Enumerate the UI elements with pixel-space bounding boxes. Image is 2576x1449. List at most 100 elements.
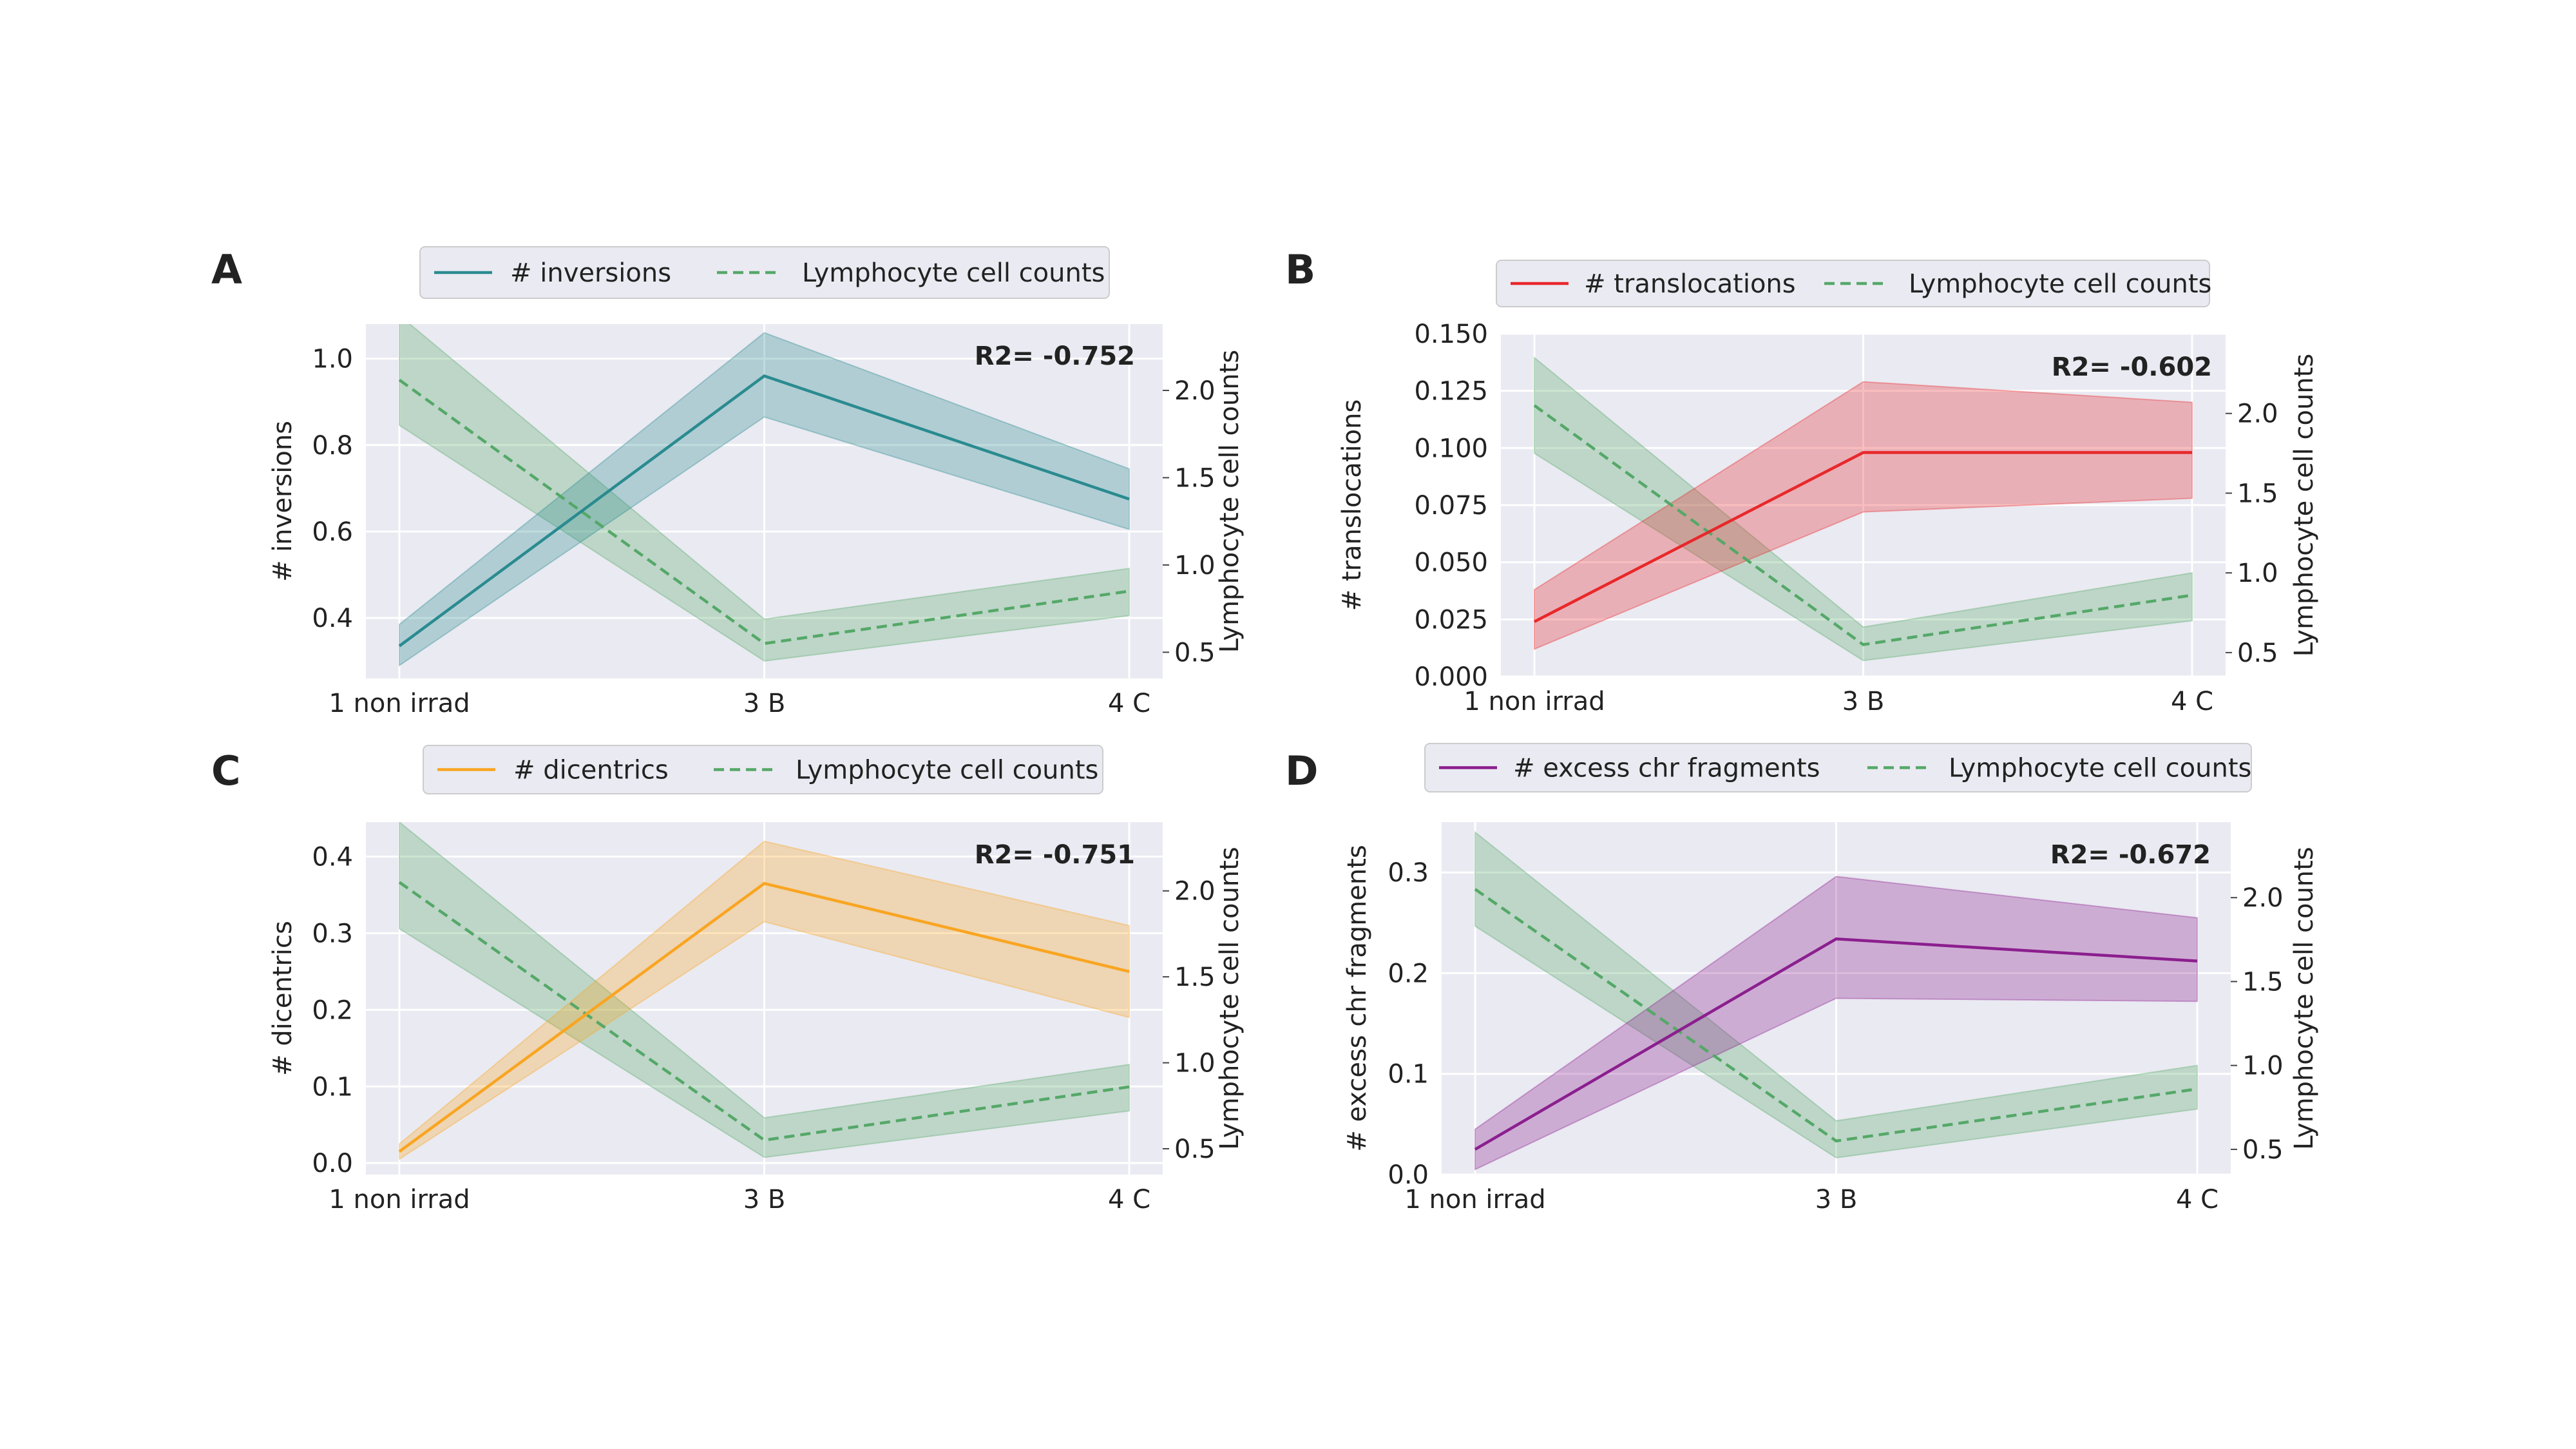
y-tick-label: 0.8 bbox=[312, 431, 353, 461]
x-tick-label: 1 non irrad bbox=[329, 1185, 470, 1214]
panel-b: 1 non irrad 3 B 4 C 0.000 0.025 0.050 0.075 0.1… bbox=[1285, 246, 2319, 716]
main-series-line bbox=[1533, 451, 2192, 623]
x-tick-label: 3 B bbox=[743, 1185, 786, 1214]
series-layer bbox=[398, 324, 1130, 667]
y-tick-label: 0.2 bbox=[1388, 959, 1429, 988]
x-tick-label: 1 non irrad bbox=[1404, 1185, 1545, 1214]
main-series-line bbox=[398, 881, 1130, 1153]
main-series-line bbox=[398, 374, 1130, 648]
r2-annotation: R2= -0.752 bbox=[975, 341, 1135, 371]
x-tick-label: 3 B bbox=[1842, 687, 1885, 716]
panel-a: 1 non irrad 3 B 4 C 0.4 0.6 0.8 1.0 0.5 1.0 1.5 2.… bbox=[211, 246, 1245, 718]
y2-tick-label: 0.5 bbox=[1174, 1135, 1216, 1164]
y2-tick-label: 2.0 bbox=[1174, 877, 1216, 907]
x-tick-label: 4 C bbox=[2171, 687, 2213, 716]
y2-tick-label: 1.0 bbox=[2242, 1051, 2284, 1081]
panel-d: 1 non irrad 3 B 4 C 0.0 0.1 0.2 0.3 0.5 1.0 1.5 2.… bbox=[1285, 743, 2319, 1214]
panel-label: B bbox=[1285, 246, 1315, 293]
panel-label: A bbox=[211, 246, 242, 293]
x-tick-label: 3 B bbox=[743, 689, 786, 718]
x-tick-label: 4 C bbox=[2176, 1185, 2218, 1214]
y2-tick-label: 1.5 bbox=[2242, 967, 2284, 997]
series-layer bbox=[1533, 356, 2193, 662]
y2-tick-label: 2.0 bbox=[1174, 376, 1216, 406]
main-ci-band bbox=[399, 332, 1130, 667]
y-tick-label: 1.0 bbox=[312, 345, 353, 374]
y2-tick-label: 1.0 bbox=[1174, 551, 1216, 581]
y-tick-label: 0.3 bbox=[1388, 858, 1429, 888]
y-axis-label: # dicentrics bbox=[268, 921, 298, 1076]
panel-label: D bbox=[1285, 747, 1318, 794]
lymphocyte-series-line bbox=[398, 378, 1130, 646]
series-layer bbox=[1474, 830, 2198, 1171]
y-tick-label: 0.3 bbox=[312, 919, 353, 948]
legend-label-lymphocyte: Lymphocyte cell counts bbox=[1949, 754, 2251, 783]
x-tick-label: 4 C bbox=[1108, 1185, 1150, 1214]
main-ci-band bbox=[399, 840, 1130, 1161]
lymphocyte-ci-band bbox=[1534, 356, 2193, 662]
y2-tick-label: 1.5 bbox=[2237, 479, 2278, 508]
y-tick-label: 0.150 bbox=[1414, 320, 1488, 349]
main-ci-band bbox=[1534, 381, 2193, 650]
y2-tick-label: 1.0 bbox=[2237, 559, 2278, 588]
x-tick-label: 1 non irrad bbox=[329, 689, 470, 718]
y-tick-label: 0.4 bbox=[312, 843, 353, 872]
y2-tick-label: 0.5 bbox=[2237, 638, 2278, 668]
y-axis-label: # excess chr fragments bbox=[1342, 845, 1372, 1151]
y2-tick-label: 0.5 bbox=[1174, 638, 1216, 667]
y-tick-label: 0.025 bbox=[1414, 605, 1488, 635]
y2-tick-label: 0.5 bbox=[2242, 1135, 2284, 1165]
y2-tick-label: 2.0 bbox=[2242, 883, 2284, 913]
x-tick-label: 3 B bbox=[1815, 1185, 1858, 1214]
main-series-line bbox=[1474, 937, 2198, 1151]
legend-label-lymphocyte: Lymphocyte cell counts bbox=[802, 258, 1105, 288]
lymphocyte-series-line bbox=[398, 881, 1130, 1142]
y-tick-label: 0.1 bbox=[312, 1072, 353, 1102]
lymphocyte-ci-band bbox=[399, 324, 1130, 662]
y2-axis-label: Lymphocyte cell counts bbox=[2289, 847, 2319, 1149]
y-tick-label: 0.050 bbox=[1414, 548, 1488, 578]
panels-root: 1 non irrad 3 B 4 C 0.4 0.6 0.8 1.0 0.5 1.0 1.5 2.… bbox=[211, 246, 2319, 1214]
y2-tick-label: 1.0 bbox=[1174, 1049, 1216, 1079]
y2-axis-label: Lymphocyte cell counts bbox=[1215, 350, 1245, 653]
legend-label-main: # dicentrics bbox=[513, 756, 669, 785]
r2-annotation: R2= -0.672 bbox=[2050, 840, 2211, 870]
y-tick-label: 0.125 bbox=[1414, 377, 1488, 407]
legend-box bbox=[1496, 260, 2210, 307]
y2-tick-label: 1.5 bbox=[1174, 463, 1216, 493]
legend-label-lymphocyte: Lymphocyte cell counts bbox=[796, 756, 1098, 785]
legend-box bbox=[419, 246, 1110, 299]
y-tick-label: 0.0 bbox=[1388, 1160, 1429, 1190]
lymphocyte-series-line bbox=[1533, 404, 2193, 646]
legend-label-main: # excess chr fragments bbox=[1513, 754, 1820, 783]
lymphocyte-ci-band bbox=[1474, 830, 2198, 1158]
legend-label-lymphocyte: Lymphocyte cell counts bbox=[1909, 269, 2211, 299]
series-layer bbox=[398, 822, 1130, 1161]
panel-label: C bbox=[211, 747, 241, 794]
y-axis-label: # translocations bbox=[1337, 399, 1367, 611]
x-tick-label: 4 C bbox=[1108, 689, 1150, 718]
y2-axis-label: Lymphocyte cell counts bbox=[1215, 847, 1245, 1149]
y-tick-label: 0.100 bbox=[1414, 434, 1488, 463]
y-tick-label: 0.1 bbox=[1388, 1060, 1429, 1089]
lymphocyte-series-line bbox=[1474, 888, 2198, 1143]
y2-tick-label: 2.0 bbox=[2237, 399, 2278, 429]
y-tick-label: 0.075 bbox=[1414, 491, 1488, 521]
y-tick-label: 0.000 bbox=[1414, 662, 1488, 692]
y2-tick-label: 1.5 bbox=[1174, 963, 1216, 992]
legend-box bbox=[1424, 743, 2252, 792]
y-tick-label: 0.2 bbox=[312, 995, 353, 1025]
legend-label-main: # translocations bbox=[1584, 269, 1796, 299]
r2-annotation: R2= -0.602 bbox=[2052, 352, 2212, 382]
x-tick-label: 1 non irrad bbox=[1464, 687, 1605, 716]
legend-label-main: # inversions bbox=[510, 258, 671, 288]
panel-c: 1 non irrad 3 B 4 C 0.0 0.1 0.2 0.3 0.4 0.5 1.0 1.… bbox=[211, 745, 1245, 1214]
y-tick-label: 0.0 bbox=[312, 1149, 353, 1178]
y-tick-label: 0.6 bbox=[312, 517, 353, 547]
y-tick-label: 0.4 bbox=[312, 604, 353, 633]
lymphocyte-ci-band bbox=[399, 822, 1130, 1158]
y2-axis-label: Lymphocyte cell counts bbox=[2289, 354, 2319, 657]
y-axis-label: # inversions bbox=[268, 421, 298, 582]
